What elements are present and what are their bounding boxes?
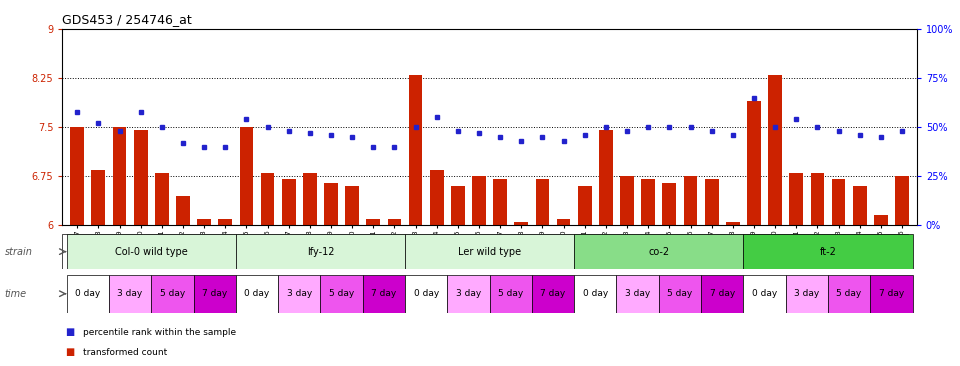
Bar: [346, 186, 359, 225]
Bar: [641, 179, 655, 225]
Bar: [321, 274, 363, 313]
Bar: [282, 179, 296, 225]
Bar: [831, 179, 846, 225]
Text: 7 day: 7 day: [709, 289, 734, 298]
Bar: [236, 274, 278, 313]
Text: co-2: co-2: [648, 247, 669, 257]
Bar: [574, 274, 616, 313]
Bar: [620, 176, 634, 225]
Text: 3 day: 3 day: [117, 289, 143, 298]
Text: GDS453 / 254746_at: GDS453 / 254746_at: [62, 13, 192, 26]
Text: 5 day: 5 day: [667, 289, 692, 298]
Bar: [451, 186, 465, 225]
Bar: [659, 274, 701, 313]
Text: 7 day: 7 day: [878, 289, 904, 298]
Bar: [574, 234, 743, 269]
Bar: [236, 234, 405, 269]
Bar: [367, 219, 380, 225]
Bar: [662, 183, 676, 225]
Bar: [616, 274, 659, 313]
Bar: [578, 186, 591, 225]
Text: ■: ■: [65, 347, 75, 357]
Bar: [705, 179, 718, 225]
Bar: [874, 215, 888, 225]
Bar: [405, 234, 574, 269]
Bar: [112, 127, 127, 225]
Bar: [532, 274, 574, 313]
Bar: [66, 274, 108, 313]
Bar: [472, 176, 486, 225]
Bar: [789, 173, 804, 225]
Text: 0 day: 0 day: [245, 289, 270, 298]
Bar: [194, 274, 236, 313]
Bar: [303, 173, 317, 225]
Text: Col-0 wild type: Col-0 wild type: [115, 247, 187, 257]
Bar: [493, 179, 507, 225]
Bar: [726, 222, 740, 225]
Bar: [785, 274, 828, 313]
Bar: [828, 274, 871, 313]
Text: 3 day: 3 day: [287, 289, 312, 298]
Bar: [701, 274, 743, 313]
Bar: [218, 219, 232, 225]
Text: ft-2: ft-2: [820, 247, 836, 257]
Text: 0 day: 0 day: [583, 289, 608, 298]
Bar: [197, 219, 211, 225]
Bar: [324, 183, 338, 225]
Text: Ler wild type: Ler wild type: [458, 247, 521, 257]
Bar: [895, 176, 909, 225]
Bar: [239, 127, 253, 225]
Bar: [70, 127, 84, 225]
Bar: [490, 274, 532, 313]
Bar: [536, 179, 549, 225]
Text: strain: strain: [5, 247, 33, 257]
Text: 0 day: 0 day: [75, 289, 101, 298]
Bar: [447, 274, 490, 313]
Bar: [747, 101, 761, 225]
Bar: [108, 274, 152, 313]
Bar: [599, 130, 612, 225]
Text: 5 day: 5 day: [329, 289, 354, 298]
Text: 5 day: 5 day: [498, 289, 523, 298]
Text: percentile rank within the sample: percentile rank within the sample: [83, 328, 236, 337]
Bar: [743, 234, 913, 269]
Bar: [684, 176, 697, 225]
Text: 7 day: 7 day: [372, 289, 396, 298]
Bar: [405, 274, 447, 313]
Text: time: time: [5, 289, 27, 299]
Bar: [515, 222, 528, 225]
Bar: [871, 274, 913, 313]
Bar: [91, 169, 106, 225]
Bar: [155, 173, 169, 225]
Bar: [152, 274, 194, 313]
Bar: [363, 274, 405, 313]
Text: 5 day: 5 day: [159, 289, 185, 298]
Text: 7 day: 7 day: [202, 289, 228, 298]
Text: 5 day: 5 day: [836, 289, 862, 298]
Text: 3 day: 3 day: [625, 289, 650, 298]
Bar: [133, 130, 148, 225]
Bar: [409, 75, 422, 225]
Text: ■: ■: [65, 327, 75, 337]
Bar: [430, 169, 444, 225]
Bar: [278, 274, 321, 313]
Text: 7 day: 7 day: [540, 289, 565, 298]
Text: 0 day: 0 day: [414, 289, 439, 298]
Bar: [176, 196, 190, 225]
Text: 0 day: 0 day: [752, 289, 778, 298]
Text: lfy-12: lfy-12: [306, 247, 334, 257]
Bar: [557, 219, 570, 225]
Bar: [852, 186, 867, 225]
Bar: [388, 219, 401, 225]
Bar: [66, 234, 236, 269]
Bar: [743, 274, 785, 313]
Bar: [261, 173, 275, 225]
Bar: [810, 173, 825, 225]
Text: 3 day: 3 day: [794, 289, 820, 298]
Text: 3 day: 3 day: [456, 289, 481, 298]
Text: transformed count: transformed count: [83, 348, 167, 357]
Bar: [768, 75, 782, 225]
